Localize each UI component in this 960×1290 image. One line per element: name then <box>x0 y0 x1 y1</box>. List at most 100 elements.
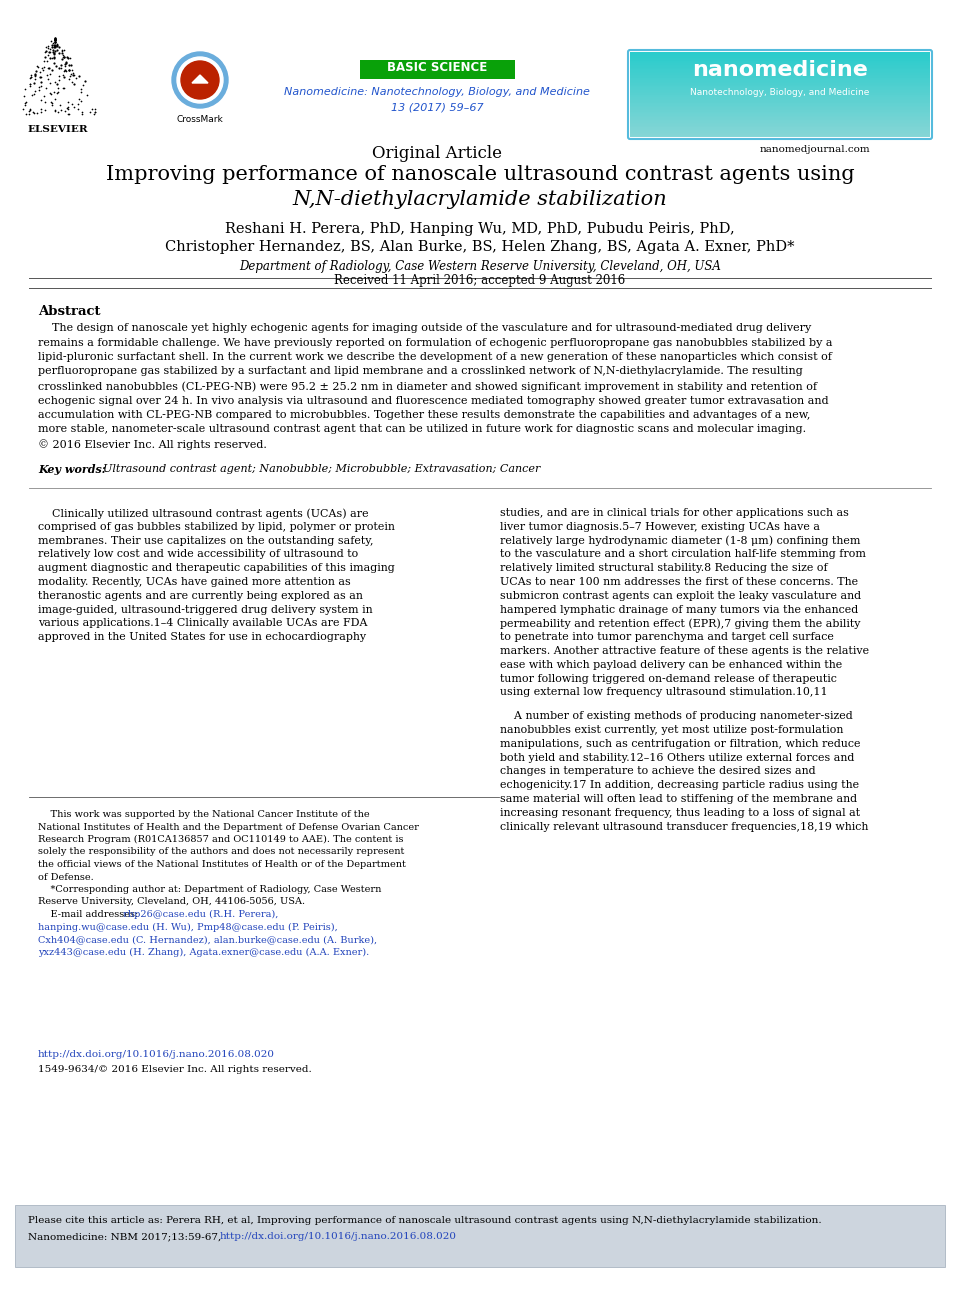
Text: BASIC SCIENCE: BASIC SCIENCE <box>388 61 488 74</box>
Point <box>73 83 88 103</box>
Point <box>34 99 49 120</box>
Bar <box>630 102 930 103</box>
Bar <box>630 57 930 58</box>
Point <box>27 66 42 86</box>
Bar <box>630 115 930 116</box>
Point <box>60 97 76 117</box>
Point <box>18 93 34 114</box>
Bar <box>630 120 930 123</box>
Text: ease with which payload delivery can be enhanced within the: ease with which payload delivery can be … <box>500 659 842 670</box>
Bar <box>630 134 930 135</box>
Point <box>44 59 60 80</box>
Point <box>41 58 57 79</box>
Point <box>57 61 72 81</box>
Text: echogenic signal over 24 h. In vivo analysis via ultrasound and fluorescence med: echogenic signal over 24 h. In vivo anal… <box>38 396 828 405</box>
Point <box>46 48 61 68</box>
Point <box>47 30 62 50</box>
Point <box>23 67 38 88</box>
Circle shape <box>181 61 219 99</box>
Point <box>23 74 38 94</box>
Bar <box>630 132 930 133</box>
Bar <box>630 88 930 89</box>
Point <box>49 34 64 54</box>
Point <box>47 28 62 49</box>
Text: *Corresponding author at: Department of Radiology, Case Western: *Corresponding author at: Department of … <box>38 885 381 894</box>
Point <box>57 40 72 61</box>
Point <box>22 76 37 97</box>
Point <box>47 30 62 50</box>
Point <box>56 77 71 98</box>
Point <box>40 37 56 58</box>
Text: relatively large hydrodynamic diameter (1-8 μm) confining them: relatively large hydrodynamic diameter (… <box>500 535 860 546</box>
Point <box>34 67 49 88</box>
Text: 13 (2017) 59–67: 13 (2017) 59–67 <box>391 102 483 112</box>
Point <box>47 28 62 49</box>
Point <box>55 64 70 85</box>
Text: changes in temperature to achieve the desired sizes and: changes in temperature to achieve the de… <box>500 766 816 777</box>
Point <box>34 89 49 110</box>
Text: Department of Radiology, Case Western Reserve University, Cleveland, OH, USA: Department of Radiology, Case Western Re… <box>239 261 721 273</box>
Point <box>44 93 60 114</box>
Text: rhp26@case.edu (R.H. Perera),: rhp26@case.edu (R.H. Perera), <box>120 909 278 918</box>
Point <box>64 93 80 114</box>
Bar <box>630 95 930 98</box>
Point <box>36 50 51 71</box>
Point <box>60 48 75 68</box>
Bar <box>630 106 930 108</box>
Point <box>38 37 54 58</box>
Point <box>86 104 102 125</box>
Point <box>74 79 89 99</box>
Bar <box>630 76 930 77</box>
Text: yxz443@case.edu (H. Zhang), Agata.exner@case.edu (A.A. Exner).: yxz443@case.edu (H. Zhang), Agata.exner@… <box>38 947 370 957</box>
Text: studies, and are in clinical trials for other applications such as: studies, and are in clinical trials for … <box>500 508 849 519</box>
Point <box>50 36 65 57</box>
Point <box>47 30 62 50</box>
Bar <box>630 114 930 115</box>
Point <box>23 66 38 86</box>
Point <box>60 46 75 67</box>
Point <box>67 64 83 85</box>
Point <box>64 71 80 92</box>
Point <box>50 102 65 123</box>
Text: Christopher Hernandez, BS, Alan Burke, BS, Helen Zhang, BS, Agata A. Exner, PhD*: Christopher Hernandez, BS, Alan Burke, B… <box>165 240 795 254</box>
Point <box>25 85 40 106</box>
Bar <box>360 61 515 79</box>
Point <box>18 92 34 112</box>
Point <box>47 72 62 93</box>
Point <box>75 102 90 123</box>
Bar <box>630 62 930 63</box>
Bar <box>630 123 930 125</box>
Point <box>84 99 100 120</box>
Point <box>61 103 77 124</box>
Bar <box>630 77 930 80</box>
Text: Key words:: Key words: <box>38 464 106 475</box>
Point <box>24 64 39 85</box>
Polygon shape <box>192 75 208 83</box>
FancyBboxPatch shape <box>193 64 207 86</box>
Point <box>36 85 52 106</box>
Text: markers. Another attractive feature of these agents is the relative: markers. Another attractive feature of t… <box>500 646 869 657</box>
Point <box>22 98 37 119</box>
Text: clinically relevant ultrasound transducer frequencies,18,19 which: clinically relevant ultrasound transduce… <box>500 822 869 832</box>
Point <box>87 102 103 123</box>
Point <box>67 97 83 117</box>
Point <box>83 102 98 123</box>
Text: to penetrate into tumor parenchyma and target cell surface: to penetrate into tumor parenchyma and t… <box>500 632 834 642</box>
Point <box>36 92 52 112</box>
Point <box>28 63 43 84</box>
Point <box>48 35 63 55</box>
Bar <box>630 89 930 90</box>
Text: nanomedicine: nanomedicine <box>692 61 868 80</box>
Point <box>18 103 34 124</box>
Text: nanobubbles exist currently, yet most utilize post-formulation: nanobubbles exist currently, yet most ut… <box>500 725 844 735</box>
Text: image-guided, ultrasound-triggered drug delivery system in: image-guided, ultrasound-triggered drug … <box>38 605 372 614</box>
Text: Ultrasound contrast agent; Nanobubble; Microbubble; Extravasation; Cancer: Ultrasound contrast agent; Nanobubble; M… <box>96 464 540 473</box>
Point <box>59 53 74 74</box>
Point <box>16 85 32 106</box>
Point <box>38 40 54 61</box>
Point <box>46 40 61 61</box>
Text: hanping.wu@case.edu (H. Wu), Pmp48@case.edu (P. Peiris),: hanping.wu@case.edu (H. Wu), Pmp48@case.… <box>38 922 338 931</box>
Bar <box>630 101 930 102</box>
Text: lipid-pluronic surfactant shell. In the current work we describe the development: lipid-pluronic surfactant shell. In the … <box>38 352 832 362</box>
Point <box>42 72 58 93</box>
